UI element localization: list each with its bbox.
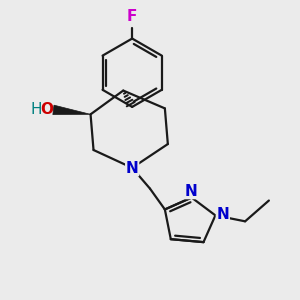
Text: F: F: [127, 9, 137, 24]
Polygon shape: [53, 105, 91, 115]
Text: O: O: [40, 102, 53, 117]
Text: N: N: [126, 160, 139, 175]
Text: N: N: [216, 207, 229, 222]
Text: H: H: [31, 102, 42, 117]
Text: N: N: [184, 184, 197, 199]
